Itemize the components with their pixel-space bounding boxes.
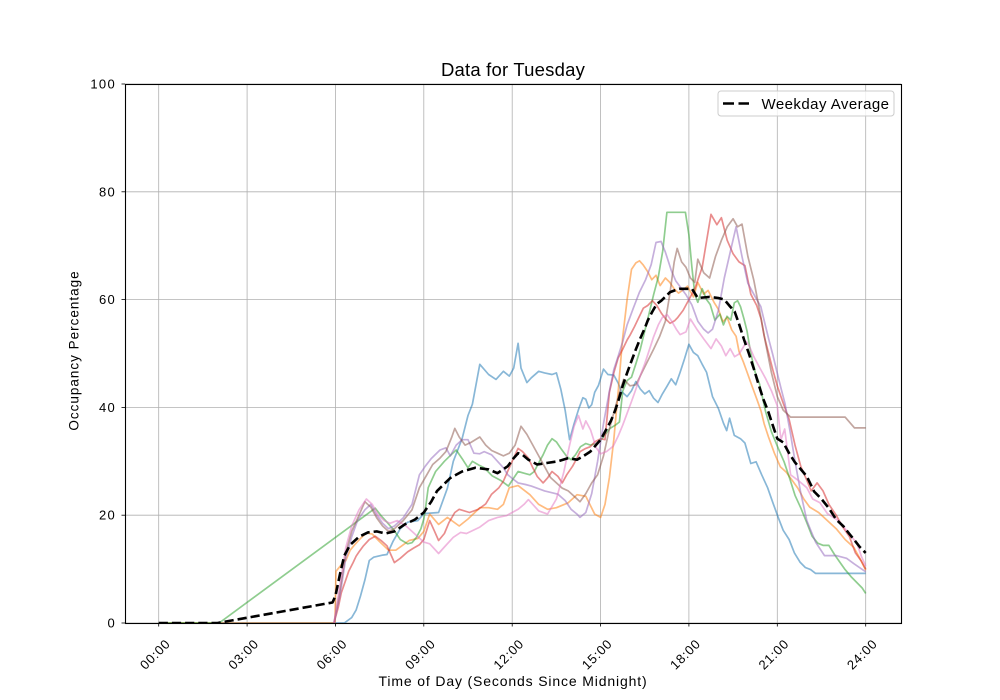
svg-text:Weekday Average: Weekday Average xyxy=(762,96,890,113)
svg-text:100: 100 xyxy=(90,77,116,92)
svg-text:80: 80 xyxy=(99,184,116,199)
svg-text:Time of Day (Seconds Since Mid: Time of Day (Seconds Since Midnight) xyxy=(379,673,648,689)
svg-text:Occupancy Percentage: Occupancy Percentage xyxy=(67,270,82,430)
svg-text:20: 20 xyxy=(99,508,116,523)
svg-text:60: 60 xyxy=(99,292,116,307)
svg-text:40: 40 xyxy=(99,400,116,415)
svg-text:Data for Tuesday: Data for Tuesday xyxy=(441,59,586,80)
svg-text:0: 0 xyxy=(107,616,116,631)
